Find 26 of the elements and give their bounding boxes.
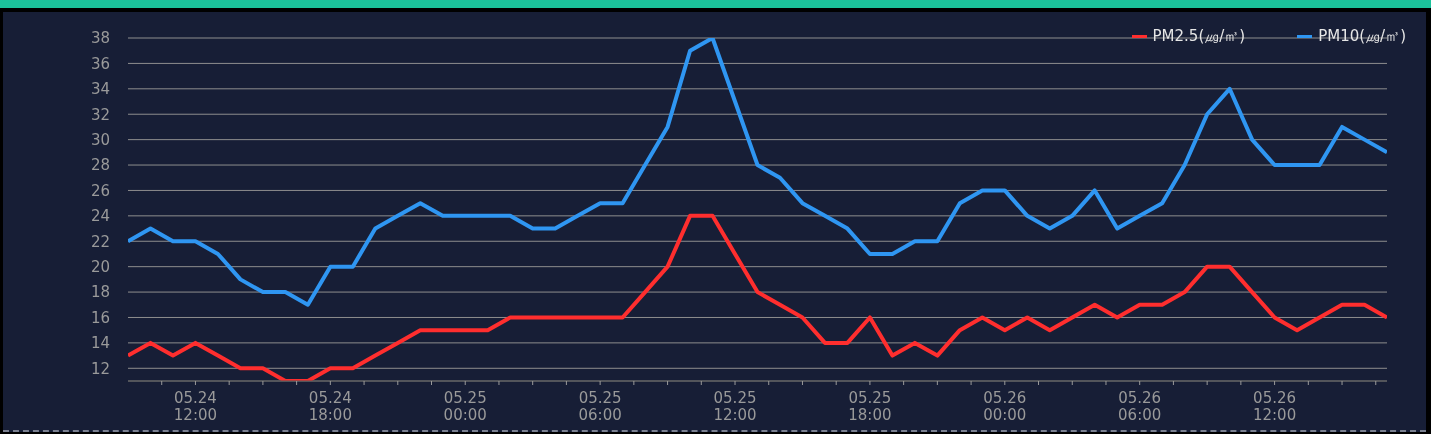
y-tick-label: 32 (90, 105, 110, 124)
x-tick-label: 05.26 06:00 (1118, 389, 1162, 424)
y-tick-label: 30 (90, 130, 110, 149)
x-tick-label: 05.25 12:00 (713, 389, 757, 424)
y-tick-label: 18 (90, 283, 110, 302)
legend-label: PM2.5(㎍/㎥) (1152, 27, 1246, 46)
x-tick-label: 05.25 06:00 (578, 389, 622, 424)
y-tick-label: 26 (90, 181, 110, 200)
y-tick-label: 16 (90, 308, 110, 327)
y-tick-label: 28 (90, 156, 110, 175)
y-tick-label: 22 (90, 232, 110, 251)
y-tick-label: 20 (90, 257, 110, 276)
x-tick-label: 05.26 00:00 (983, 389, 1027, 424)
x-tick-label: 05.25 18:00 (848, 389, 892, 424)
x-tick-label: 05.24 18:00 (308, 389, 352, 424)
y-tick-label: 38 (90, 29, 110, 48)
x-tick-label: 05.25 00:00 (443, 389, 487, 424)
y-tick-label: 12 (90, 359, 110, 378)
x-tick-label: 05.26 12:00 (1252, 389, 1297, 424)
y-tick-label: 14 (90, 334, 110, 353)
y-tick-label: 24 (90, 207, 110, 226)
y-tick-label: 36 (90, 54, 110, 73)
y-tick-label: 34 (90, 80, 110, 99)
legend-label: PM10(㎍/㎥) (1318, 27, 1406, 46)
line-series (128, 213, 1387, 381)
x-tick-label: 05.24 12:00 (173, 389, 218, 424)
